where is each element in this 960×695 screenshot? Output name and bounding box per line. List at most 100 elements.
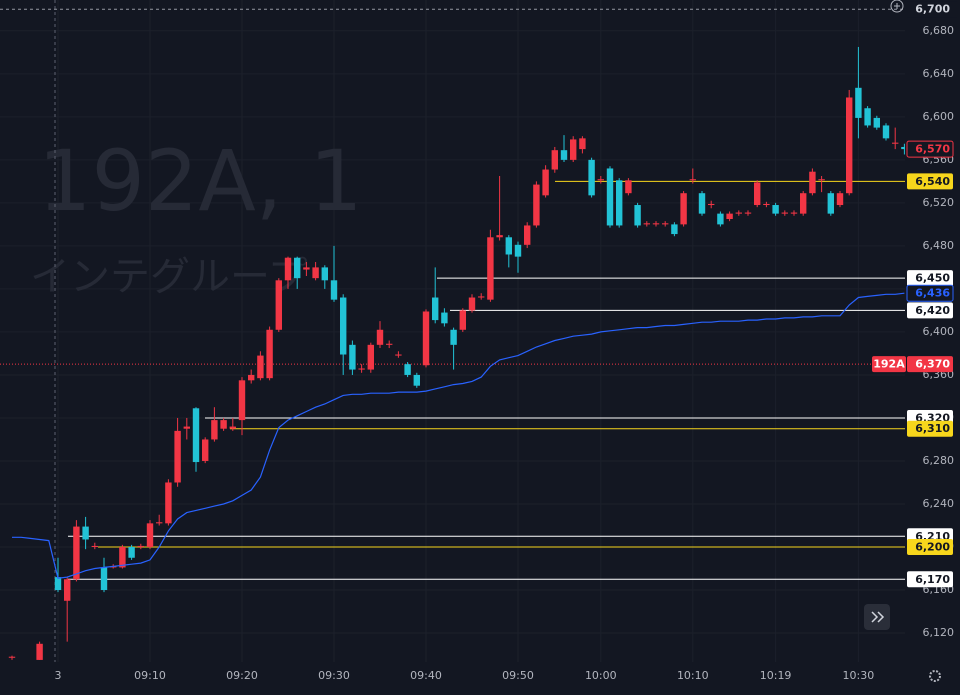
x-tick-label: 09:30 — [318, 669, 350, 682]
candle-body — [220, 420, 227, 429]
crosshair-label: 6,700 — [915, 2, 950, 15]
add-icon — [894, 3, 900, 9]
candle-body — [781, 212, 788, 214]
candle-body — [450, 329, 457, 345]
candle-body — [533, 184, 540, 226]
candle-body — [404, 364, 411, 375]
candle-body — [91, 545, 98, 548]
candle-body — [680, 193, 687, 225]
candle-body — [809, 171, 816, 194]
symbol-tag-box — [872, 356, 906, 373]
candle-body — [54, 577, 62, 591]
grid — [0, 0, 905, 662]
candle-body — [395, 354, 402, 356]
scroll-icon — [871, 611, 885, 623]
candle-body — [892, 142, 899, 144]
vwap-label: 6,436 — [915, 287, 950, 300]
candle-body — [275, 280, 282, 330]
candle-body — [800, 193, 807, 214]
candle-body — [882, 125, 890, 139]
candle-body — [432, 297, 439, 321]
candle-body — [202, 439, 209, 461]
price-level-label-box — [907, 270, 953, 287]
candle-body — [606, 168, 614, 226]
x-tick-label: 10:19 — [760, 669, 792, 682]
y-tick-label: 6,120 — [923, 626, 955, 639]
candle-body — [174, 430, 181, 483]
candle-body — [137, 545, 144, 548]
candle-body — [386, 343, 393, 345]
candle-body — [100, 567, 108, 591]
candle-body — [340, 297, 347, 355]
candle-body — [441, 312, 448, 324]
candle-body — [689, 179, 696, 181]
add-button[interactable] — [890, 0, 904, 13]
candle-body — [708, 203, 715, 206]
candle-body — [855, 87, 862, 118]
candle-body — [643, 223, 650, 225]
candle-body — [128, 547, 135, 558]
price-level-label: 6,540 — [915, 175, 950, 188]
candle-body — [726, 213, 733, 220]
candle-body — [560, 150, 568, 160]
y-tick-label: 6,520 — [923, 196, 955, 209]
candle-body — [294, 257, 301, 279]
candle-body — [524, 225, 531, 245]
symbol-price-label-box — [907, 356, 953, 373]
symbol-price-label: 6,370 — [915, 358, 950, 371]
x-tick-label: 10:10 — [677, 669, 709, 682]
candle-body — [321, 267, 328, 281]
candle-body — [248, 374, 255, 381]
candle-body — [772, 205, 779, 214]
candle-body — [570, 139, 577, 160]
candle-body — [36, 643, 43, 660]
candle-body — [422, 311, 430, 366]
candle-body — [634, 205, 641, 226]
candle-body — [312, 267, 319, 279]
x-tick-label: 3 — [55, 669, 62, 682]
y-tick-label: 6,400 — [923, 325, 955, 338]
candle-body — [514, 244, 522, 257]
x-tick-label: 09:50 — [502, 669, 534, 682]
price-level-label: 6,170 — [915, 573, 950, 586]
price-level-label: 6,200 — [915, 541, 950, 554]
x-tick-label: 10:30 — [843, 669, 875, 682]
candle-body — [413, 374, 420, 386]
candle-body — [487, 237, 494, 300]
candle-body — [818, 179, 825, 181]
candle-body — [478, 296, 485, 298]
candle-body — [64, 579, 71, 601]
candle-body — [496, 235, 503, 238]
x-tick-label: 09:40 — [410, 669, 442, 682]
y-tick-label: 6,680 — [923, 24, 955, 37]
candle-body — [717, 213, 724, 225]
candle-body — [846, 97, 853, 194]
candle-body — [376, 329, 384, 345]
watermark-subtitle: インテグループ — [30, 254, 308, 300]
candle-body — [330, 280, 338, 300]
settings-button[interactable] — [929, 670, 941, 682]
x-tick-label: 10:00 — [585, 669, 617, 682]
candle-body — [165, 482, 172, 524]
candle-body — [192, 408, 200, 463]
plot — [0, 8, 908, 660]
crosshair-label-box — [907, 1, 957, 18]
vwap-label-box — [906, 284, 954, 302]
y-tick-label: 6,280 — [923, 454, 955, 467]
candle-body — [836, 193, 844, 206]
candle-body — [211, 420, 218, 440]
candle-body — [358, 368, 365, 370]
candle-body — [698, 193, 706, 214]
symbol-tag: 192A — [873, 358, 905, 371]
y-tick-label: 6,480 — [923, 239, 955, 252]
watermark-title: 192A, 1 — [38, 132, 363, 230]
candle-body — [873, 117, 880, 128]
candle-body — [468, 297, 476, 311]
y-tick-label: 6,640 — [923, 67, 955, 80]
candle-body — [901, 146, 908, 150]
candle-body — [266, 329, 273, 379]
price-level-label-box — [907, 571, 953, 588]
price-level-label: 6,420 — [915, 304, 950, 317]
x-tick-label: 09:10 — [134, 669, 166, 682]
